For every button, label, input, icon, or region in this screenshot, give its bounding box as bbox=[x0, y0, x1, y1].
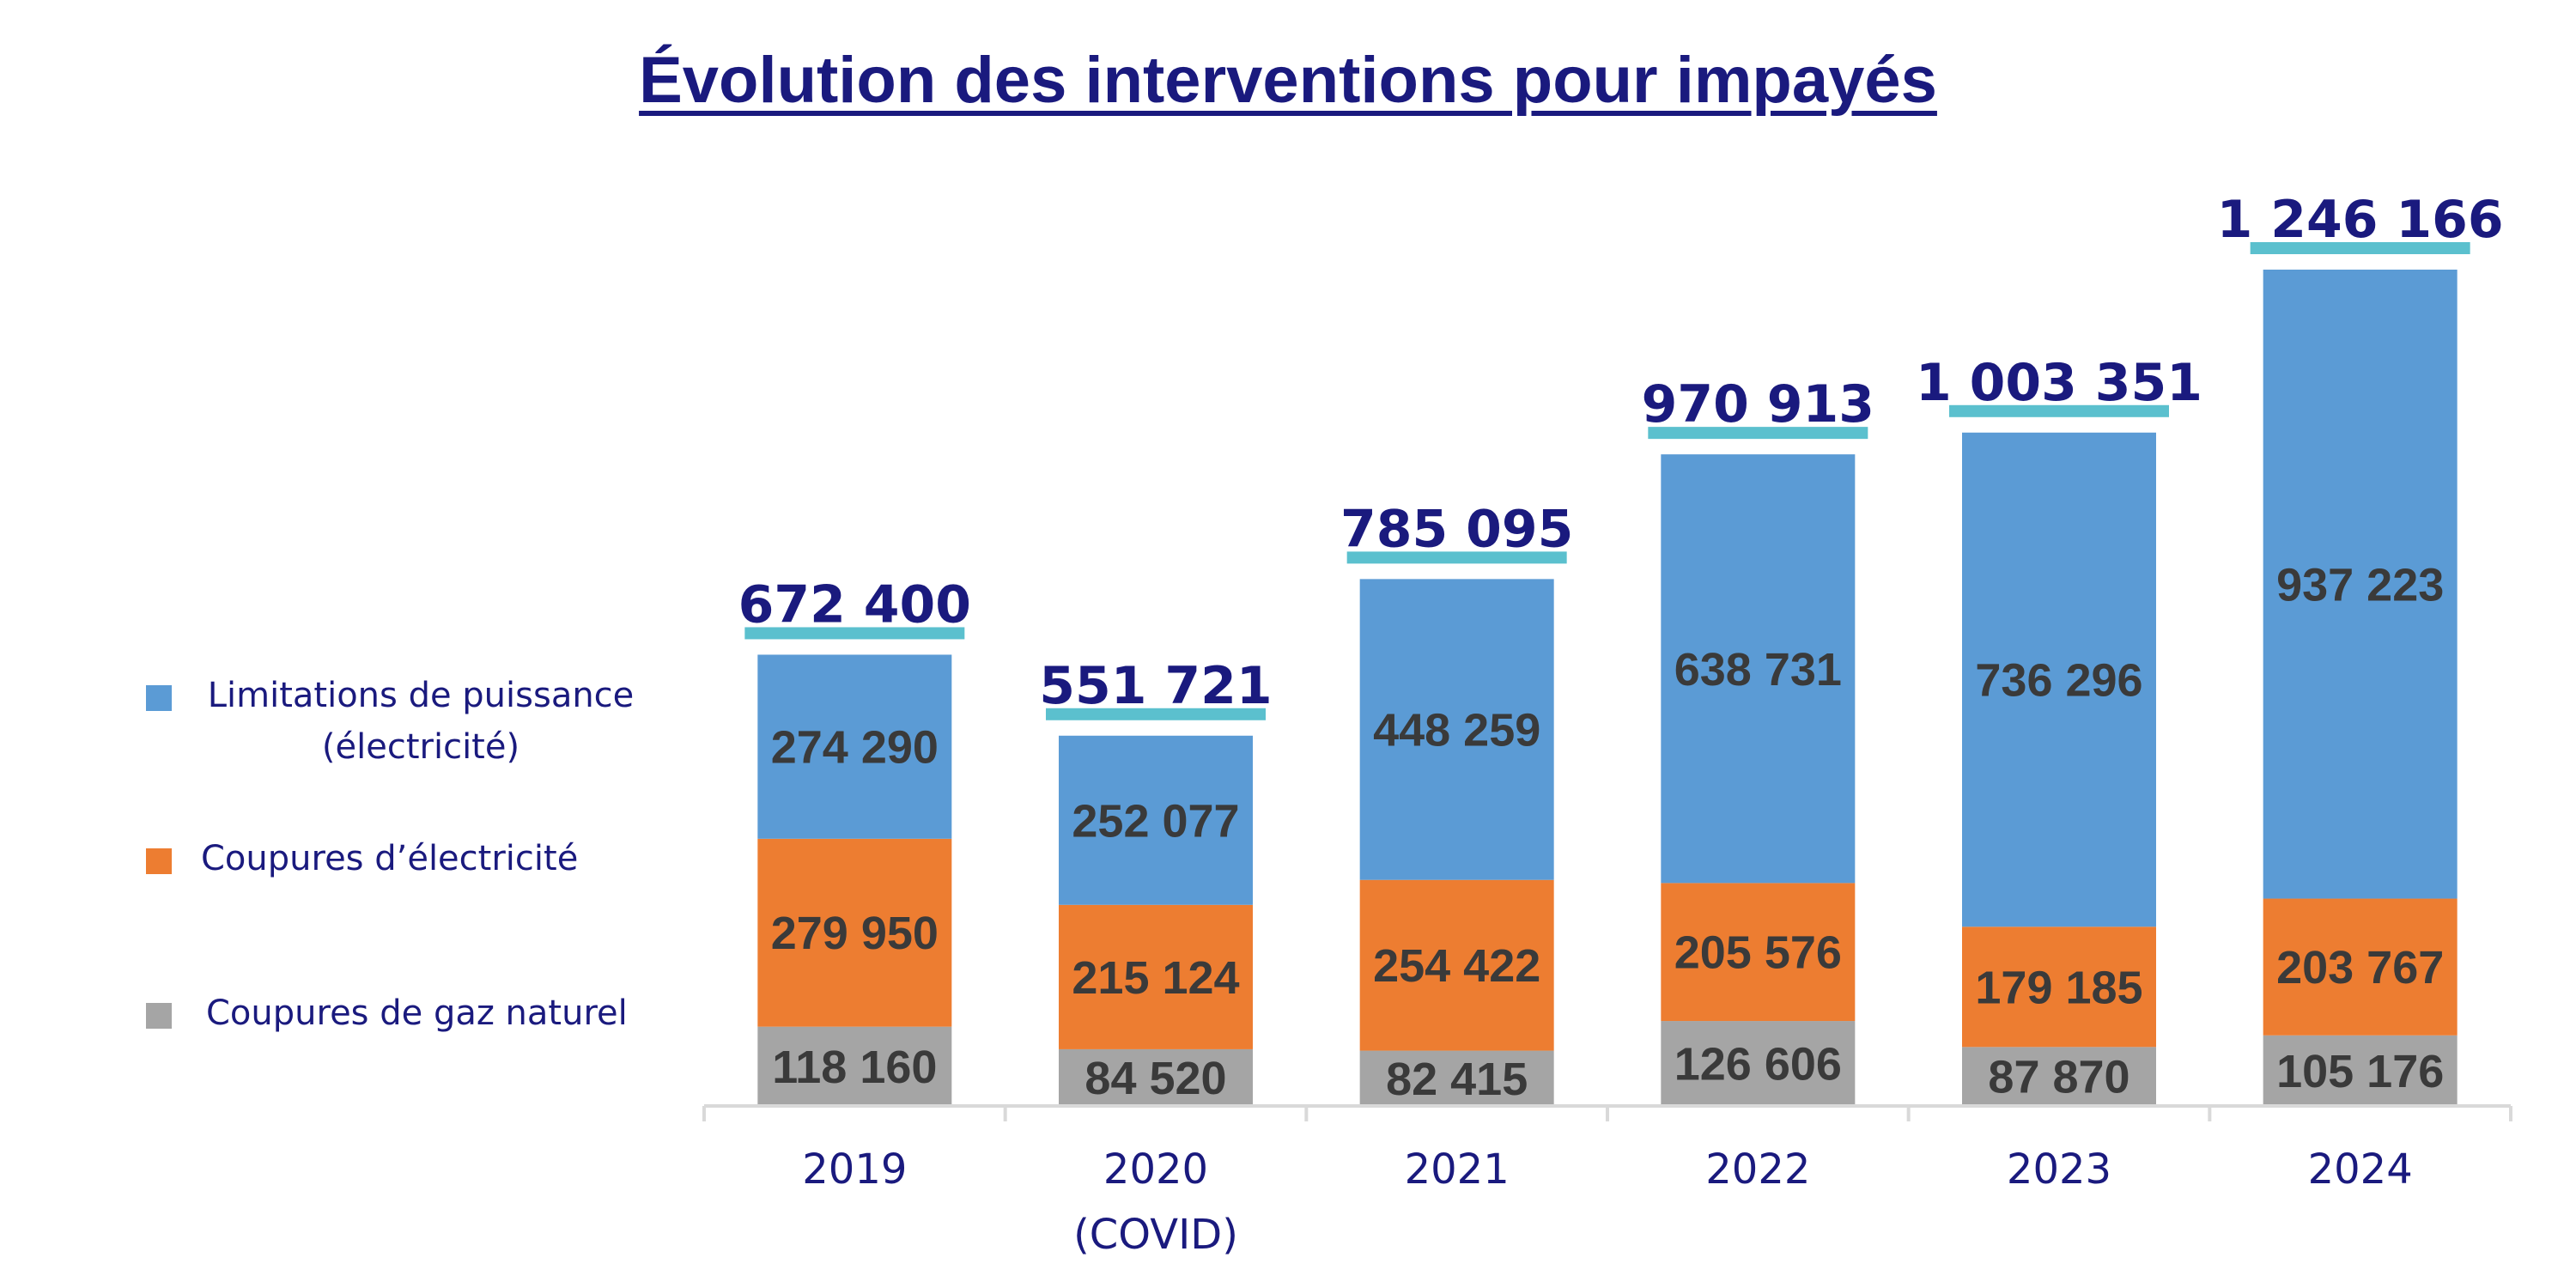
segment-value-label: 736 296 bbox=[1975, 655, 2142, 707]
bar-segment bbox=[2263, 270, 2458, 899]
segment-value-label: 126 606 bbox=[1674, 1039, 1842, 1091]
total-value-label: 970 913 bbox=[1642, 374, 1874, 434]
bar-segment bbox=[1962, 927, 2156, 1048]
bar-segment bbox=[1059, 1048, 1253, 1106]
total-underline bbox=[1346, 551, 1567, 564]
segment-value-label: 203 767 bbox=[2276, 942, 2444, 993]
x-tick-label: 2021 bbox=[1405, 1145, 1510, 1194]
bar-segment bbox=[1359, 579, 1554, 880]
bar-segment bbox=[757, 838, 952, 1027]
total-underline bbox=[744, 627, 965, 640]
bar-segment bbox=[1962, 432, 2156, 927]
x-tick-label: 2020 bbox=[1103, 1145, 1208, 1194]
bar-segment bbox=[1059, 904, 1253, 1049]
bar-segment bbox=[1661, 1021, 1856, 1106]
segment-value-label: 205 576 bbox=[1674, 927, 1842, 979]
legend-label-coupures-gaz: Coupures de gaz naturel bbox=[206, 993, 628, 1033]
x-tick-label: 2019 bbox=[802, 1145, 907, 1194]
segment-value-label: 105 176 bbox=[2276, 1046, 2444, 1097]
legend-swatch-limitations bbox=[146, 685, 172, 711]
x-tick-label: 2022 bbox=[1705, 1145, 1810, 1194]
total-underline bbox=[1949, 404, 2169, 417]
segment-value-label: 937 223 bbox=[2276, 559, 2444, 611]
total-value-label: 551 721 bbox=[1039, 656, 1272, 716]
total-value-label: 1 003 351 bbox=[1916, 353, 2202, 413]
x-tick-label: 2023 bbox=[2007, 1145, 2111, 1194]
bar-segment bbox=[2263, 1035, 2458, 1106]
segment-value-label: 84 520 bbox=[1084, 1053, 1226, 1104]
page-title: Évolution des interventions pour impayés bbox=[639, 44, 1937, 117]
bar-segment bbox=[1059, 735, 1253, 905]
x-tick-label: (COVID) bbox=[1073, 1211, 1238, 1259]
segment-value-label: 274 290 bbox=[771, 722, 939, 774]
total-underline bbox=[2250, 242, 2470, 254]
segment-value-label: 638 731 bbox=[1674, 644, 1842, 696]
legend-swatch-coupures-electricite bbox=[146, 848, 172, 874]
total-value-label: 672 400 bbox=[738, 574, 971, 635]
legend-label-coupures-electricite: Coupures d’électricité bbox=[201, 839, 579, 878]
bar-segment bbox=[1661, 883, 1856, 1022]
total-value-label: 785 095 bbox=[1340, 499, 1573, 559]
segment-value-label: 179 185 bbox=[1975, 962, 2142, 1013]
bar-segment bbox=[1359, 1050, 1554, 1106]
bar-segment bbox=[2263, 898, 2458, 1036]
x-tick-label: 2024 bbox=[2308, 1145, 2413, 1194]
total-value-label: 1 246 166 bbox=[2217, 190, 2504, 250]
segment-value-label: 254 422 bbox=[1373, 940, 1540, 992]
legend-item-limitations: Limitations de puissance (électricité) bbox=[146, 670, 644, 773]
legend-item-coupures-electricite: Coupures d’électricité bbox=[146, 833, 647, 884]
bar-segment bbox=[1962, 1047, 2156, 1106]
segment-value-label: 215 124 bbox=[1072, 952, 1239, 1004]
legend-label-limitations: Limitations de puissance (électricité) bbox=[207, 676, 635, 767]
segment-value-label: 118 160 bbox=[772, 1042, 937, 1093]
segment-value-label: 448 259 bbox=[1373, 705, 1540, 756]
legend-item-coupures-gaz: Coupures de gaz naturel bbox=[146, 987, 653, 1039]
bar-segment bbox=[757, 1026, 952, 1106]
segment-value-label: 87 870 bbox=[1988, 1052, 2129, 1103]
bar-segment bbox=[1661, 454, 1856, 884]
segment-value-label: 252 077 bbox=[1072, 795, 1239, 847]
bar-segment bbox=[1359, 879, 1554, 1051]
total-underline bbox=[1648, 427, 1868, 440]
legend-swatch-coupures-gaz bbox=[146, 1003, 172, 1029]
bar-segment bbox=[757, 654, 952, 839]
segment-value-label: 279 950 bbox=[771, 908, 939, 959]
total-underline bbox=[1046, 708, 1266, 720]
segment-value-label: 82 415 bbox=[1386, 1054, 1528, 1105]
